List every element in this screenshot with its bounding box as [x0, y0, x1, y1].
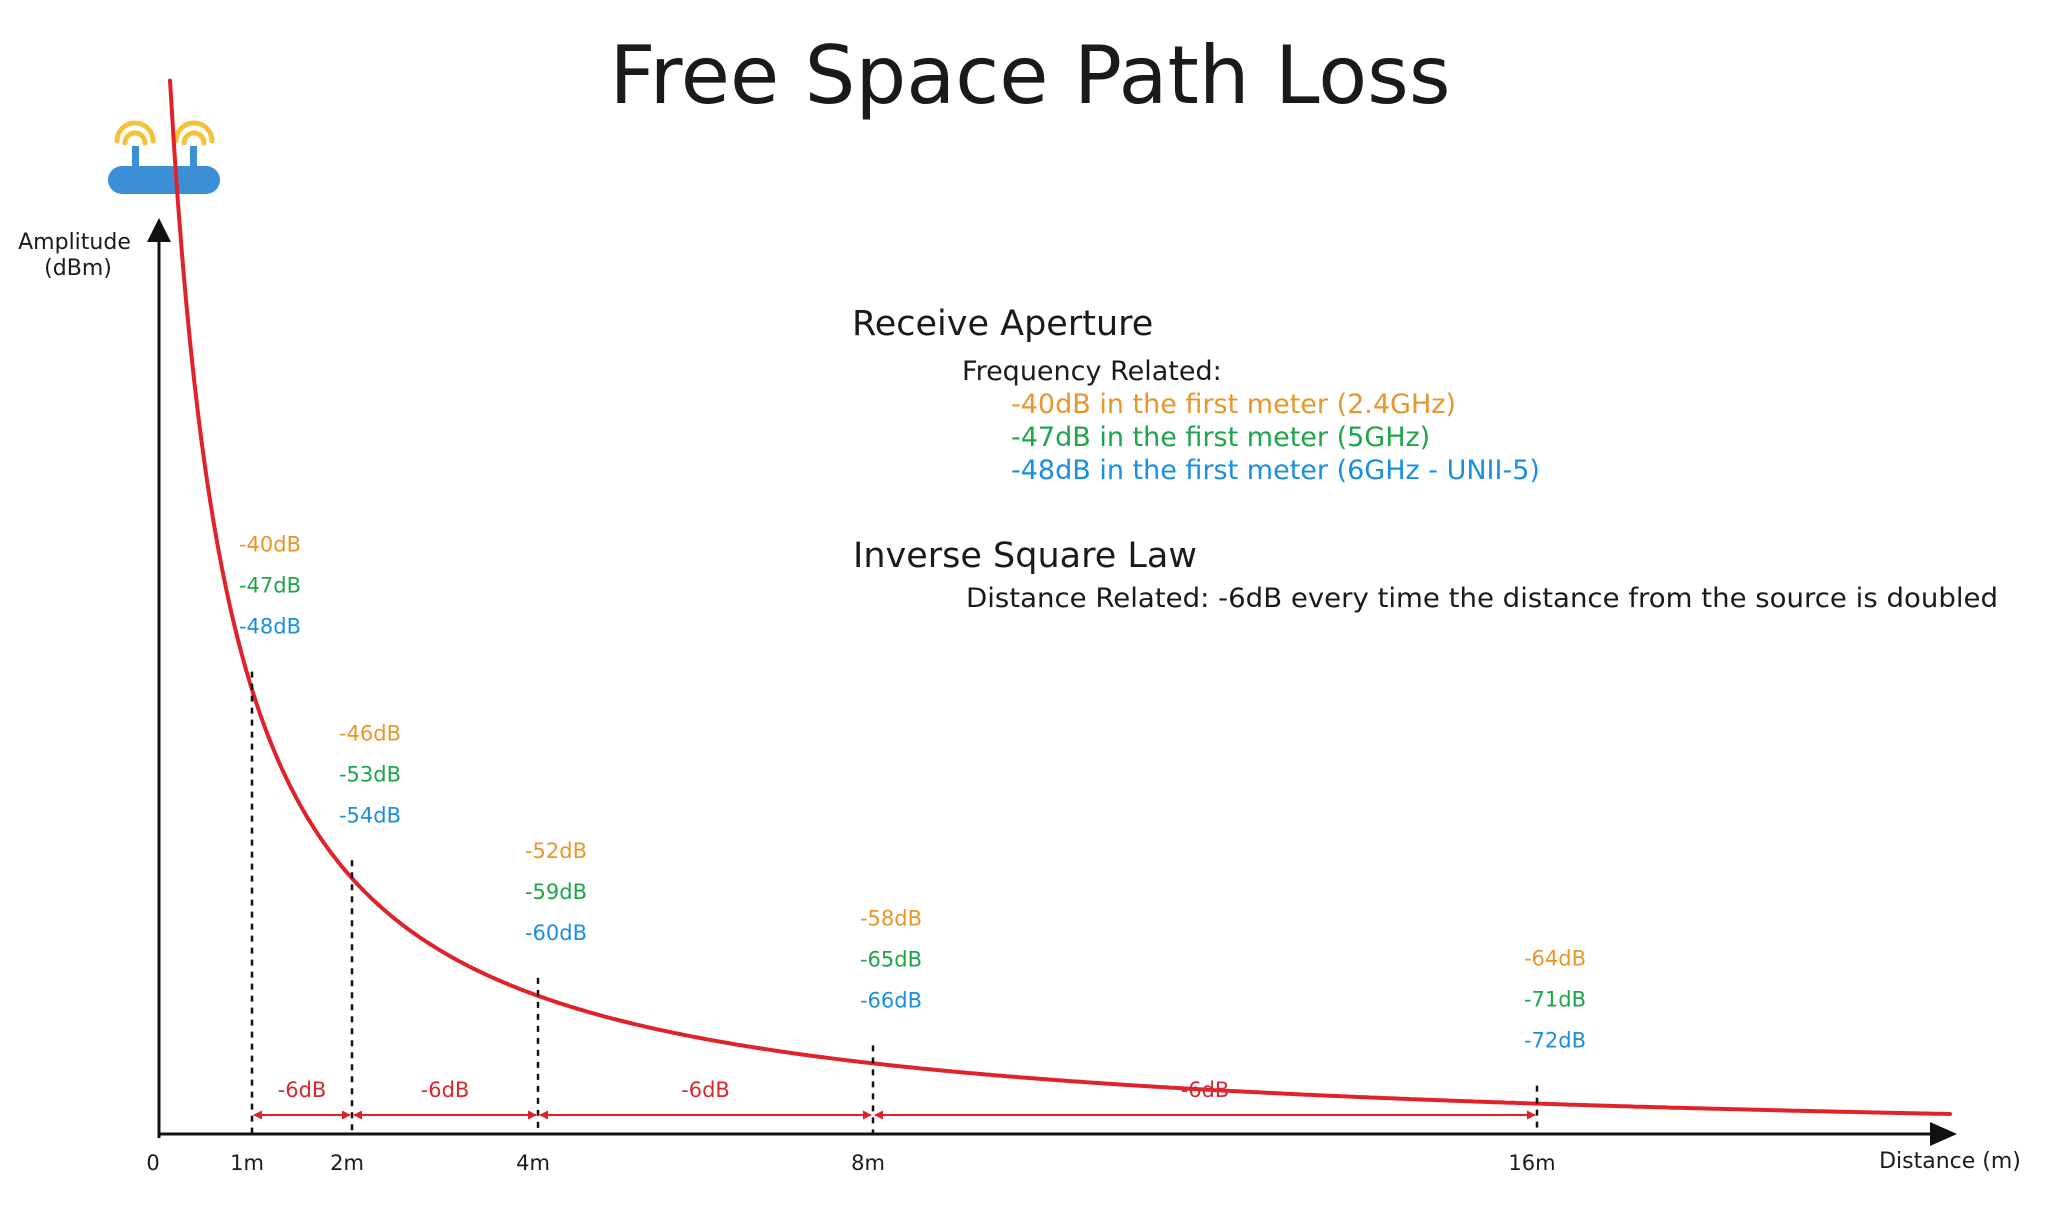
diagram-title: Free Space Path Loss — [609, 29, 1450, 122]
aperture-line-6ghz: -48dB in the first meter (6GHz - UNII-5) — [1011, 455, 1540, 486]
x-axis — [158, 1122, 1957, 1146]
y-axis-label: Amplitude (dBm) — [18, 230, 138, 281]
value-label-8m-3: -66dB — [860, 988, 922, 1012]
value-label-4m-2: -59dB — [525, 880, 587, 904]
x-tick-labels: 0 1m 2m 4m 8m 16m — [146, 1151, 1555, 1175]
x-tick-4m: 4m — [516, 1151, 550, 1175]
wifi-signal-right-icon — [173, 120, 215, 146]
doubling-segments: -6dB -6dB -6dB -6dB — [253, 1078, 1536, 1120]
value-label-4m-1: -52dB — [525, 839, 587, 863]
value-label-8m-1: -58dB — [860, 906, 922, 930]
y-axis-label-line-1: Amplitude — [18, 230, 131, 255]
distance-guides — [250, 671, 1539, 1134]
aperture-line-2-4ghz: -40dB in the first meter (2.4GHz) — [1011, 389, 1456, 420]
value-label-2m-1: -46dB — [339, 721, 401, 745]
x-axis-label: Distance (m) — [1879, 1149, 2021, 1174]
segment-label-4m-8m: -6dB — [681, 1078, 730, 1102]
x-tick-1m: 1m — [230, 1151, 264, 1175]
receive-aperture-heading: Receive Aperture — [852, 304, 1153, 344]
inverse-square-law-heading: Inverse Square Law — [853, 536, 1197, 576]
x-tick-0: 0 — [146, 1151, 159, 1175]
segment-label-1m-2m: -6dB — [278, 1078, 327, 1102]
value-label-8m-2: -65dB — [860, 947, 922, 971]
wifi-signal-left-icon — [114, 120, 156, 146]
value-label-16m-3: -72dB — [1524, 1029, 1586, 1053]
path-loss-curve — [168, 78, 1952, 1116]
x-tick-8m: 8m — [851, 1151, 885, 1175]
value-label-2m-2: -53dB — [339, 762, 401, 786]
frequency-related-subheading: Frequency Related: — [962, 356, 1222, 387]
value-label-16m-1: -64dB — [1524, 947, 1586, 971]
wifi-router-icon — [108, 120, 220, 194]
segment-label-8m-16m: -6dB — [1181, 1078, 1230, 1102]
value-label-1m-3: -48dB — [239, 615, 301, 639]
value-label-16m-2: -71dB — [1524, 988, 1586, 1012]
x-tick-16m: 16m — [1508, 1151, 1555, 1175]
receive-aperture-block: Receive Aperture Frequency Related: -40d… — [852, 304, 1540, 486]
distance-related-subheading: Distance Related: -6dB every time the di… — [966, 583, 1998, 614]
value-label-1m-2: -47dB — [239, 574, 301, 598]
value-label-4m-3: -60dB — [525, 921, 587, 945]
segment-label-2m-4m: -6dB — [421, 1078, 470, 1102]
x-tick-2m: 2m — [330, 1151, 364, 1175]
value-label-2m-3: -54dB — [339, 803, 401, 827]
y-axis — [147, 218, 171, 1138]
point-value-labels: -40dB -47dB -48dB -46dB -53dB -54dB -52dB -59dB… — [239, 533, 1586, 1053]
y-axis-label-line-2: (dBm) — [44, 256, 112, 281]
aperture-line-5ghz: -47dB in the first meter (5GHz) — [1011, 422, 1430, 453]
inverse-square-law-block: Inverse Square Law Distance Related: -6d… — [853, 536, 1998, 614]
value-label-1m-1: -40dB — [239, 533, 301, 557]
